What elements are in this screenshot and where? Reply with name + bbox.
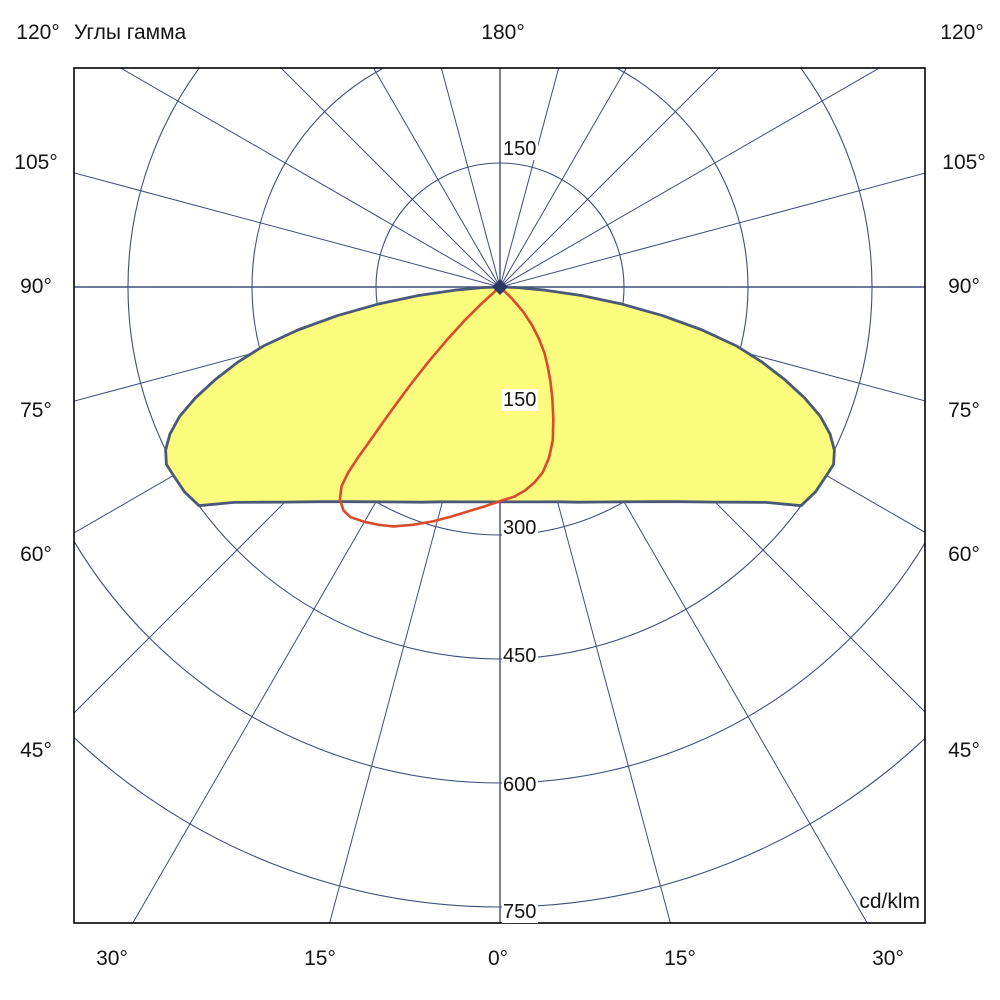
radial-tick-label: 150 [502,389,539,411]
radial-tick-label: 150 [502,138,539,160]
angle-grid-ray [499,68,720,288]
angle-grid-ray [119,68,501,288]
radial-tick-label: 450 [502,645,539,667]
angle-grid-ray [440,68,501,288]
plot-frame [73,67,926,924]
radial-tick-label: 300 [502,517,539,539]
angle-grid-ray [280,68,501,288]
units-label: cd/klm [859,890,920,913]
angle-label-right-45: 45° [948,739,980,762]
angle-grid-ray [499,172,925,288]
chart-title: Углы гамма [74,21,187,44]
radial-tick-label: 750 [502,901,539,923]
angle-label-bottom-0: 0° [487,947,509,970]
angle-grid-ray [372,68,501,288]
angle-label-right-105: 105° [942,151,986,174]
radial-tick-label: 600 [502,774,539,796]
angle-label-right-60: 60° [948,543,980,566]
angle-label-bottom-15l: 15° [304,947,336,970]
angle-label-bottom-30r: 30° [872,947,904,970]
angle-label-left-75: 75° [20,399,52,422]
angle-label-left-45: 45° [20,739,52,762]
angle-grid-ray [499,68,881,288]
intensity-curve-line [338,286,555,528]
angle-label-bottom-15r: 15° [664,947,696,970]
angle-label-right-75: 75° [948,399,980,422]
angle-label-left-60: 60° [20,543,52,566]
angle-label-left-105: 105° [14,151,58,174]
intensity-curve-filled [164,285,836,508]
angle-grid-ray [74,172,501,288]
angle-label-left-120: 120° [16,21,60,44]
angle-grid-ray [499,68,628,288]
angle-label-left-90: 90° [20,275,52,298]
angle-label-top-180: 180° [481,21,525,44]
angle-grid-ray [499,68,560,288]
angle-label-right-90: 90° [948,275,980,298]
angle-label-right-120: 120° [940,21,984,44]
angle-label-bottom-30l: 30° [96,947,128,970]
pole-marker [492,279,508,295]
